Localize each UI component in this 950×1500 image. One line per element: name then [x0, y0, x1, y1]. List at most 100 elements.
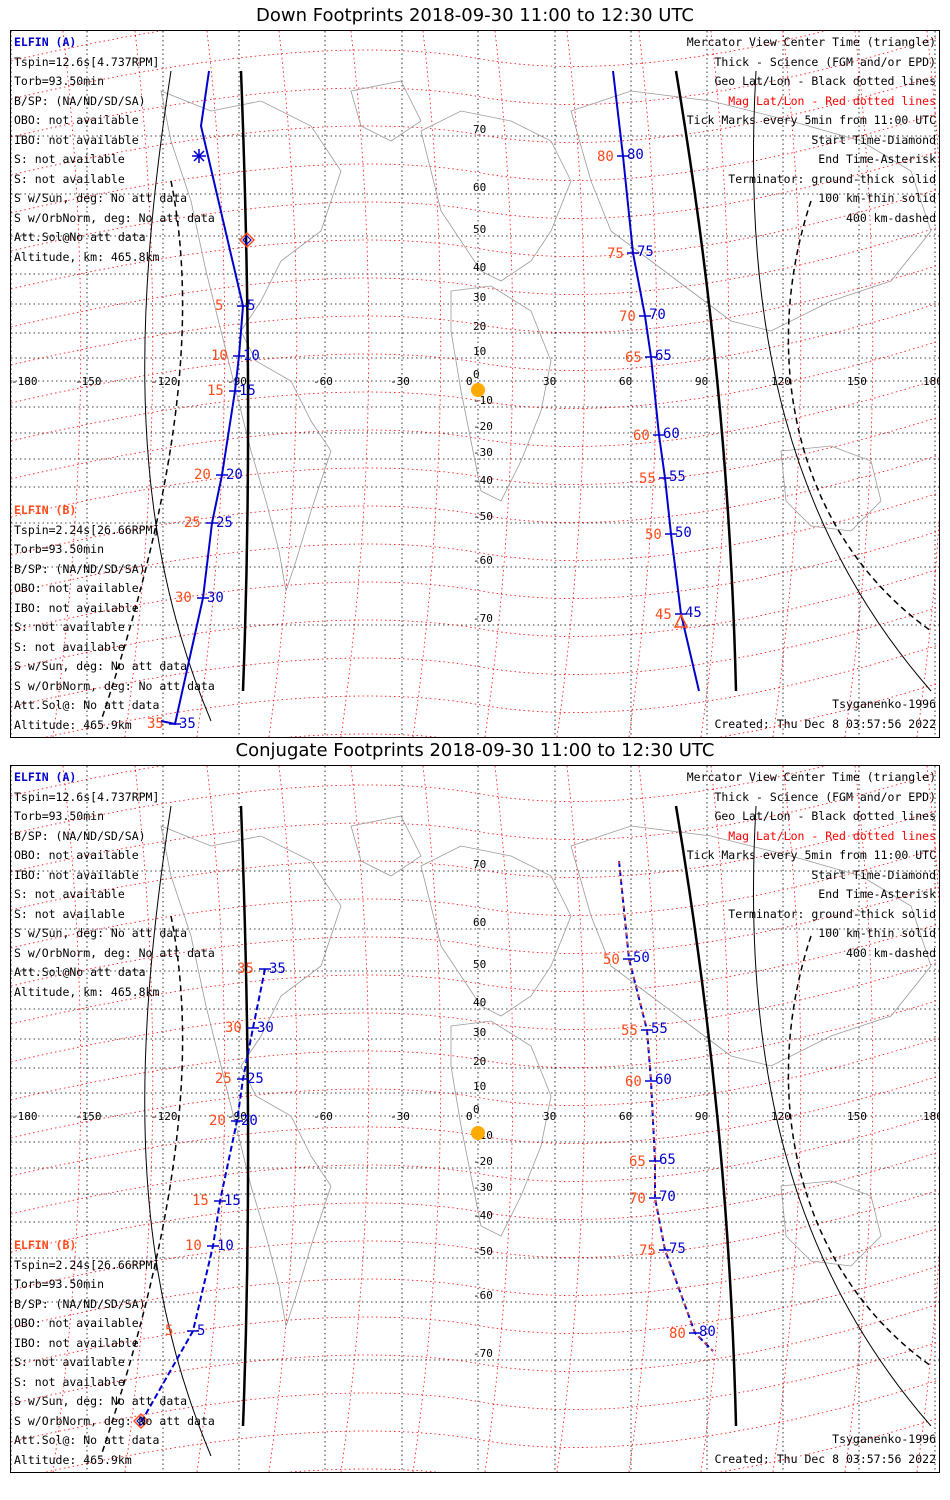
elfin-b-info-line: IBO: not available [14, 600, 139, 615]
elfin-b-info-line: Tspin=2.24s[26.66RPM] [14, 522, 160, 537]
elfin-a-tick-label: 75 [669, 1241, 686, 1257]
elfin-b-tick-label: 20 [194, 467, 211, 483]
elfin-a-info-line: S w/Sun, deg: No att data [14, 191, 188, 205]
lon-tick-label: 30 [543, 1110, 556, 1123]
legend-line: 400 km-dashed [845, 210, 936, 225]
legend-line: Terminator: ground-thick solid [728, 906, 936, 921]
mag-lat-curve [11, 188, 939, 290]
mag-lon-curve [52, 766, 82, 1472]
lon-tick-label: -150 [75, 1110, 102, 1123]
mag-lon-curve [556, 766, 586, 1472]
mag-lon-curve [268, 766, 298, 1472]
lat-tick-label: 60 [473, 181, 486, 194]
elfin-a-tick-label: 20 [241, 1113, 258, 1129]
elfin-a-tick-label: 5 [247, 298, 255, 314]
elfin-b-info-line: Altitude: 465.9km [14, 717, 132, 732]
lon-tick-label: -120 [151, 1110, 178, 1123]
lon-tick-label: 30 [543, 375, 556, 388]
elfin-a-tick-label: 70 [649, 307, 666, 323]
elfin-a-tick-label: 25 [216, 515, 233, 531]
terminator-ground-right [674, 70, 738, 692]
elfin-a-tick-label: 45 [685, 605, 702, 621]
mag-lon-curve [556, 31, 586, 737]
elfin-b-info-line: ELFIN (B) [14, 503, 77, 517]
elfin-b-tick-label: 25 [184, 515, 201, 531]
elfin-a-tick-label: 60 [663, 426, 680, 442]
mag-lon-curve [628, 766, 658, 1472]
mag-lon-curve [196, 766, 226, 1472]
elfin-b-info-line: S: not available [14, 639, 125, 654]
start-time-diamond-inner-icon [136, 1416, 146, 1426]
mag-lon-curve [412, 766, 442, 1472]
mag-lat-curve [11, 1037, 939, 1139]
model-label: Tsyganenko-1996 [832, 697, 936, 711]
elfin-b-tick-label: 20 [209, 1113, 226, 1129]
mag-lon-curve [772, 31, 802, 737]
mag-lon-curve [844, 31, 874, 737]
elfin-a-tick-label: 65 [655, 348, 672, 364]
lat-tick-label: 70 [473, 858, 486, 871]
coastline [780, 1180, 882, 1267]
lon-tick-label: -120 [151, 375, 178, 388]
elfin-b-tick-label: 50 [645, 527, 662, 543]
coastline [450, 285, 552, 502]
start-time-diamond-icon [132, 1412, 150, 1430]
mag-lat-curve [11, 1341, 939, 1443]
elfin-b-info-line: S: not available [14, 1374, 125, 1389]
elfin-b-tick-label: 60 [625, 1074, 642, 1090]
elfin-a-info-line: ELFIN (A) [14, 770, 77, 784]
elfin-a-tick-label: 35 [269, 961, 286, 977]
mag-lon-curve [772, 766, 802, 1472]
legend-line: Geo Lat/Lon - Black dotted lines [714, 74, 936, 88]
mag-lon-curve [124, 31, 154, 737]
mag-lon-curve [484, 31, 514, 737]
coastline [350, 80, 422, 142]
mag-lon-curve [628, 31, 658, 737]
elfin-a-info-line: B/SP: (NA/ND/SD/SA) [14, 828, 146, 843]
elfin-b-tick-label: 80 [597, 149, 614, 165]
elfin-a-tick-label: 35 [179, 716, 196, 732]
elfin-b-tick-label: 55 [639, 471, 656, 487]
lon-tick-label: -60 [313, 1110, 333, 1123]
elfin-b-tick-label: 70 [629, 1191, 646, 1207]
elfin-b-info-line: Torb=93.50min [14, 542, 105, 556]
elfin-b-info-line: Torb=93.50min [14, 1277, 105, 1291]
elfin-b-info-line: S w/Sun, deg: No att data [14, 659, 188, 673]
lat-tick-label: 50 [473, 958, 486, 971]
mag-lat-curve [11, 302, 939, 404]
terminator-100km-right [752, 805, 932, 1427]
lat-tick-label: -70 [473, 612, 493, 625]
created-label: Created: Thu Dec 8 03:57:56 2022 [714, 717, 936, 731]
elfin-b-tick-label: 10 [211, 348, 228, 364]
lon-tick-label: 150 [847, 1110, 867, 1123]
elfin-b-tick-label: 75 [639, 1243, 656, 1259]
mag-lat-curve [44, 644, 939, 737]
mag-lon-curve [196, 31, 226, 737]
elfin-a-tick-label: 20 [226, 467, 243, 483]
coastline [570, 90, 932, 332]
start-time-diamond-icon [238, 231, 256, 249]
legend-line: Mercator View Center Time (triangle) [686, 770, 936, 784]
elfin-b-tick-label: 30 [225, 1020, 242, 1036]
elfin-a-tick-label: 50 [675, 525, 692, 541]
mag-lon-curve [124, 766, 154, 1472]
mag-lat-curve [11, 530, 939, 632]
mag-lat-curve [11, 454, 939, 556]
lat-tick-label: 10 [473, 1080, 486, 1093]
mag-lon-curve [916, 766, 939, 1472]
legend-line: Tick Marks every 5min from 11:00 UTC [686, 848, 936, 862]
elfin-b-info-line: S: not available [14, 1355, 125, 1369]
mag-lat-curve [11, 885, 939, 987]
elfin-a-tick-label: 60 [655, 1072, 672, 1088]
coastline [350, 815, 422, 877]
elfin-a-tick-label: 25 [247, 1071, 264, 1087]
mag-lat-curve [11, 112, 939, 214]
elfin-a-info-line: OBO: not available [14, 113, 139, 127]
mag-lat-curve [11, 226, 939, 328]
lat-tick-label: 40 [473, 996, 486, 1009]
elfin-a-info-line: S: not available [14, 887, 125, 901]
mag-lon-curve [268, 31, 298, 737]
elfin-b-info-line: B/SP: (NA/ND/SD/SA) [14, 1296, 146, 1311]
elfin-a-info-line: ELFIN (A) [14, 35, 77, 49]
mag-lon-curve [916, 31, 939, 737]
